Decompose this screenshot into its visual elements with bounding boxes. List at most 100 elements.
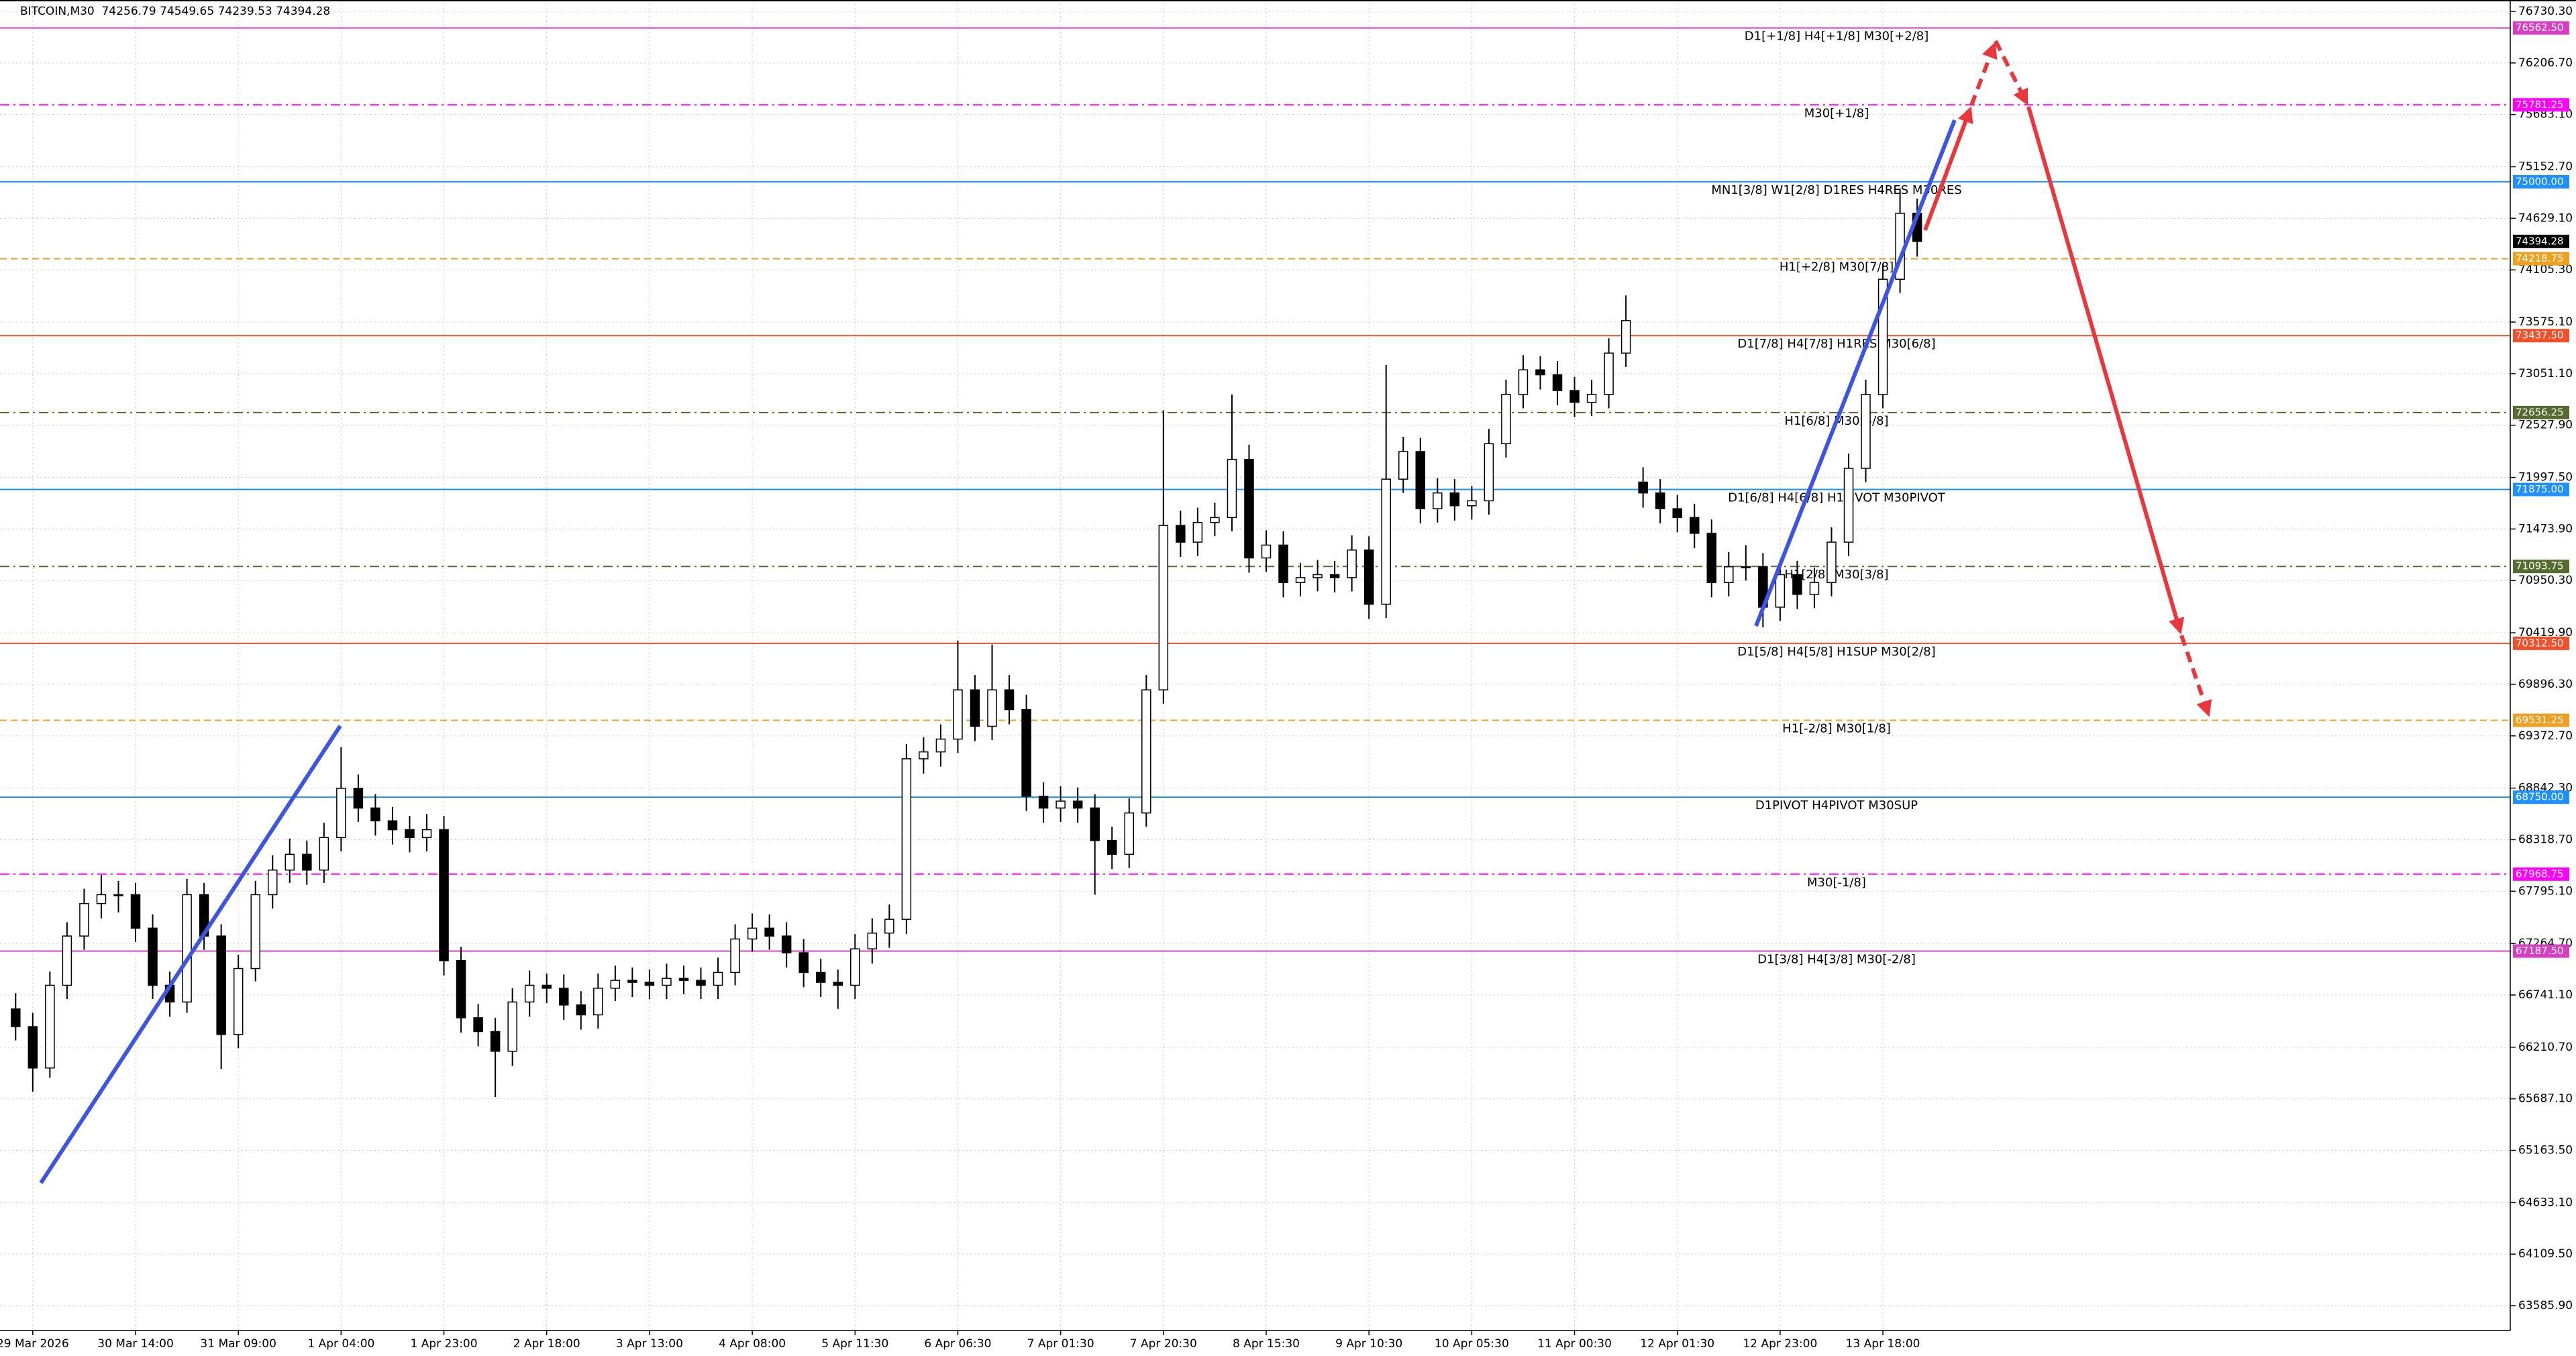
candle-body <box>576 1004 586 1016</box>
candle-body <box>1106 839 1117 855</box>
level-label: D1[3/8] H4[3/8] M30[-2/8] <box>1757 952 1916 966</box>
level-price-label: 74218.75 <box>2516 252 2564 264</box>
level-price-box <box>2513 790 2569 804</box>
candle-body <box>747 927 758 940</box>
candle-body <box>833 982 843 986</box>
candle-body <box>1467 500 1477 507</box>
x-tick-label: 12 Apr 01:30 <box>1640 1337 1714 1351</box>
candle-body <box>421 829 432 839</box>
y-tick-label: 76206.70 <box>2518 56 2573 70</box>
x-tick-label: 5 Apr 11:30 <box>821 1337 888 1351</box>
candles <box>11 189 1922 1098</box>
forecast-arrow <box>1923 106 1973 231</box>
candle-body <box>1809 582 1820 595</box>
level-price-box <box>2513 252 2569 266</box>
candle-body <box>268 870 278 896</box>
candle-body <box>1363 550 1374 605</box>
y-tick-label: 70950.30 <box>2518 574 2573 587</box>
x-tick-label: 31 Mar 09:00 <box>200 1337 276 1351</box>
candle-body <box>1433 492 1443 509</box>
x-tick-label: 30 Mar 14:00 <box>97 1337 174 1351</box>
candle-body <box>1672 508 1682 519</box>
candle-body <box>1620 320 1631 354</box>
level-label: D1PIVOT H4PIVOT M30SUP <box>1755 798 1918 813</box>
level-price-box <box>2513 482 2569 497</box>
level-price-box <box>2513 329 2569 343</box>
candle-body <box>1518 369 1529 395</box>
candle-body <box>1689 517 1700 534</box>
y-tick-label: 76730.30 <box>2518 5 2573 18</box>
forecast-arrow <box>1969 42 1998 107</box>
levels: D1[+1/8] H4[+1/8] M30[+2/8] M30[+1/8] MN1[… <box>0 27 2510 966</box>
last-price-box <box>2513 234 2569 248</box>
level-price-box <box>2513 636 2569 650</box>
y-tick-label: 71473.90 <box>2518 522 2573 535</box>
candle-body <box>336 788 346 839</box>
drawings <box>39 40 2212 1184</box>
x-tick-label: 13 Apr 18:00 <box>1846 1337 1920 1351</box>
candle-body <box>1724 566 1734 583</box>
level-price-box <box>2513 560 2569 574</box>
level-label: H1[2/8] M30[3/8] <box>1784 568 1888 582</box>
y-tick-label: 66741.10 <box>2518 988 2573 1002</box>
y-tick-label: 64109.50 <box>2518 1247 2573 1261</box>
candle-body <box>524 984 535 1003</box>
y-tick-label: 65687.10 <box>2518 1092 2573 1106</box>
candle-body <box>250 894 260 970</box>
candle-body <box>1535 369 1545 376</box>
trend-line <box>1754 119 1957 627</box>
candle-body <box>696 980 706 986</box>
candle-body <box>730 938 740 974</box>
level-label: MN1[3/8] W1[2/8] D1RES H4RES M30RES <box>1711 183 1961 197</box>
candle-body <box>1638 481 1648 494</box>
forecast-arrow <box>2179 635 2212 717</box>
level-price-label: 67187.50 <box>2516 945 2564 957</box>
candle-body <box>1038 795 1049 809</box>
level-label: D1[7/8] H4[7/8] H1RES M30[6/8] <box>1737 337 1935 351</box>
candle-body <box>559 988 569 1006</box>
candle-body <box>45 984 55 1069</box>
candle-body <box>781 935 792 953</box>
candle-body <box>1141 689 1151 814</box>
candle-body <box>405 829 415 839</box>
y-tick-label: 67795.10 <box>2518 884 2573 898</box>
candle-body <box>1826 541 1837 583</box>
level-price-label: 75781.25 <box>2516 99 2564 111</box>
x-tick-label: 29 Mar 2026 <box>0 1337 69 1351</box>
candle-body <box>1055 800 1066 809</box>
candle-body <box>456 960 466 1019</box>
y-tick-label: 63585.90 <box>2518 1299 2573 1312</box>
candle-body <box>815 972 826 983</box>
x-tick-label: 2 Apr 18:00 <box>513 1337 580 1351</box>
candle-body <box>987 689 997 727</box>
y-tick-label: 73051.10 <box>2518 367 2573 380</box>
candle-body <box>610 980 621 989</box>
level-price-label: 71875.00 <box>2516 483 2564 495</box>
level-label: M30[+1/8] <box>1804 106 1869 120</box>
candle-body <box>216 935 226 1035</box>
candle-body <box>1261 544 1272 559</box>
level-price-label: 73437.50 <box>2516 329 2564 342</box>
candle-body <box>593 988 603 1016</box>
candle-body <box>507 1001 517 1052</box>
level-price-label: 69531.25 <box>2516 714 2564 726</box>
candle-body <box>79 902 89 937</box>
x-tick-label: 1 Apr 23:00 <box>411 1337 478 1351</box>
candle-body <box>1569 390 1580 403</box>
candle-body <box>1381 478 1391 605</box>
candle-body <box>1176 525 1186 543</box>
candle-body <box>353 788 364 809</box>
candle-body <box>319 837 329 871</box>
y-tick-label: 75152.70 <box>2518 160 2573 174</box>
candle-body <box>1604 352 1614 395</box>
candle-body <box>233 968 244 1035</box>
candle-body <box>148 927 158 986</box>
candle-body <box>1655 492 1665 509</box>
x-tick-label: 9 Apr 10:30 <box>1335 1337 1402 1351</box>
candle-body <box>678 978 689 981</box>
x-tick-label: 7 Apr 20:30 <box>1130 1337 1197 1351</box>
candle-body <box>627 980 637 983</box>
level-label: M30[-1/8] <box>1807 876 1866 890</box>
candle-body <box>662 978 672 986</box>
candle-body <box>1741 566 1751 568</box>
